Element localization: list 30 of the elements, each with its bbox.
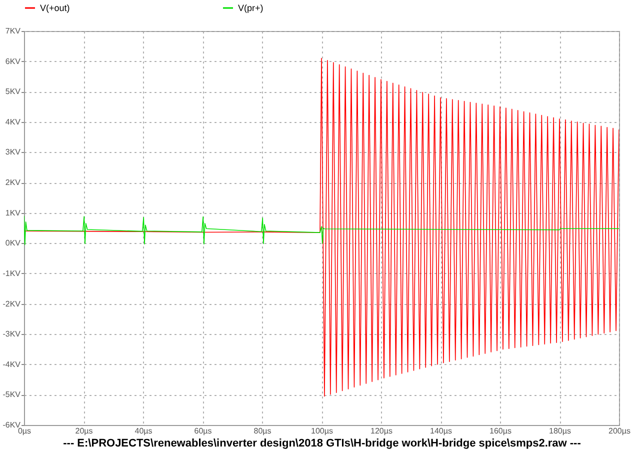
- x-tick-label: 20µs: [75, 426, 93, 436]
- y-tick-label: 3KV: [5, 148, 22, 157]
- x-axis-title: --- E:\PROJECTS\renewables\inverter design\2018 GTIs\H-bridge work\H-bridge spice\smps2.raw ---: [63, 438, 582, 450]
- x-tick-label: 120µs: [370, 426, 392, 436]
- x-tick-label: 100µs: [311, 426, 333, 436]
- legend-label: V(+out): [40, 3, 70, 13]
- legend-label: V(pr+): [238, 3, 264, 13]
- y-tick-label: 6KV: [5, 56, 22, 66]
- line-series: [24, 215, 619, 246]
- y-tick-label: -6KV: [2, 420, 22, 430]
- x-tick-label: 80µs: [254, 426, 272, 436]
- y-tick-label: -5KV: [2, 390, 22, 400]
- line-series: [24, 58, 619, 397]
- x-tick-label: 160µs: [490, 426, 512, 436]
- x-tick-label: 40µs: [134, 426, 152, 436]
- x-tick-label: 180µs: [549, 426, 571, 436]
- y-tick-label: 4KV: [5, 117, 22, 126]
- x-tick-label: 60µs: [194, 426, 212, 436]
- y-tick-label: -3KV: [2, 330, 22, 339]
- y-tick-label: 1KV: [5, 208, 22, 218]
- x-tick-label: 0µs: [18, 426, 32, 436]
- x-tick-label: 140µs: [430, 426, 452, 436]
- y-tick-label: 0KV: [5, 238, 22, 248]
- x-tick-label: 200µs: [608, 426, 630, 436]
- y-tick-label: 2KV: [5, 178, 22, 188]
- y-tick-label: -1KV: [2, 268, 22, 278]
- y-tick-label: -4KV: [2, 360, 22, 369]
- y-tick-label: 7KV: [5, 26, 22, 36]
- y-tick-label: 5KV: [5, 87, 22, 96]
- y-tick-label: -2KV: [2, 299, 22, 308]
